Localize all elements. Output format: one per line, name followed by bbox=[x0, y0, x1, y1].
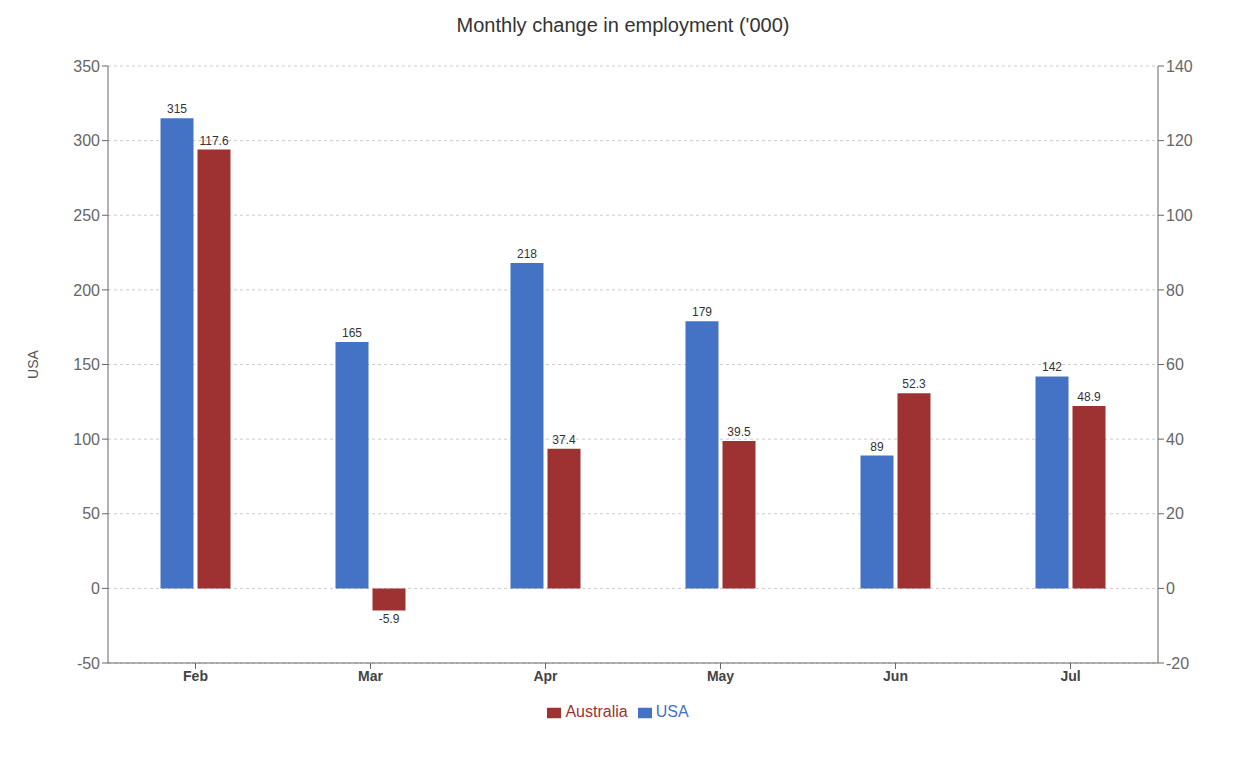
svg-text:-20: -20 bbox=[1166, 655, 1189, 672]
svg-text:300: 300 bbox=[73, 132, 100, 149]
svg-text:-50: -50 bbox=[77, 655, 100, 672]
svg-text:350: 350 bbox=[73, 58, 100, 75]
svg-text:165: 165 bbox=[342, 326, 362, 340]
svg-text:200: 200 bbox=[73, 282, 100, 299]
html-text:Australia: Australia bbox=[565, 703, 628, 720]
svg-text:179: 179 bbox=[692, 305, 712, 319]
svg-text:37.4: 37.4 bbox=[552, 433, 576, 447]
svg-text:Jun: Jun bbox=[883, 668, 908, 684]
svg-text:52.3: 52.3 bbox=[902, 377, 926, 391]
svg-text:Apr: Apr bbox=[533, 668, 558, 684]
svg-text:140: 140 bbox=[1166, 58, 1193, 75]
html-text:USA: USA bbox=[655, 703, 689, 720]
svg-text:150: 150 bbox=[73, 356, 100, 373]
svg-text:USA: USA bbox=[25, 349, 41, 378]
svg-text:117.6: 117.6 bbox=[199, 134, 228, 148]
svg-text:315: 315 bbox=[167, 102, 187, 116]
svg-text:60: 60 bbox=[1166, 356, 1184, 373]
svg-text:48.9: 48.9 bbox=[1077, 390, 1101, 404]
svg-text:0: 0 bbox=[1166, 580, 1175, 597]
svg-text:-5.9: -5.9 bbox=[379, 612, 400, 626]
svg-text:Mar: Mar bbox=[358, 668, 383, 684]
svg-text:May: May bbox=[707, 668, 734, 684]
svg-text:89: 89 bbox=[870, 440, 884, 454]
html-text:Monthly change in employment (: Monthly change in employment ('000) bbox=[456, 14, 790, 36]
svg-text:50: 50 bbox=[82, 505, 100, 522]
svg-text:218: 218 bbox=[517, 247, 537, 261]
svg-text:250: 250 bbox=[73, 207, 100, 224]
svg-text:80: 80 bbox=[1166, 282, 1184, 299]
svg-text:Feb: Feb bbox=[183, 668, 208, 684]
svg-text:20: 20 bbox=[1166, 505, 1184, 522]
svg-text:Jul: Jul bbox=[1060, 668, 1080, 684]
svg-text:100: 100 bbox=[73, 431, 100, 448]
svg-text:40: 40 bbox=[1166, 431, 1184, 448]
svg-text:142: 142 bbox=[1042, 360, 1062, 374]
svg-text:100: 100 bbox=[1166, 207, 1193, 224]
svg-text:39.5: 39.5 bbox=[727, 425, 751, 439]
svg-text:0: 0 bbox=[91, 580, 100, 597]
svg-text:120: 120 bbox=[1166, 132, 1193, 149]
